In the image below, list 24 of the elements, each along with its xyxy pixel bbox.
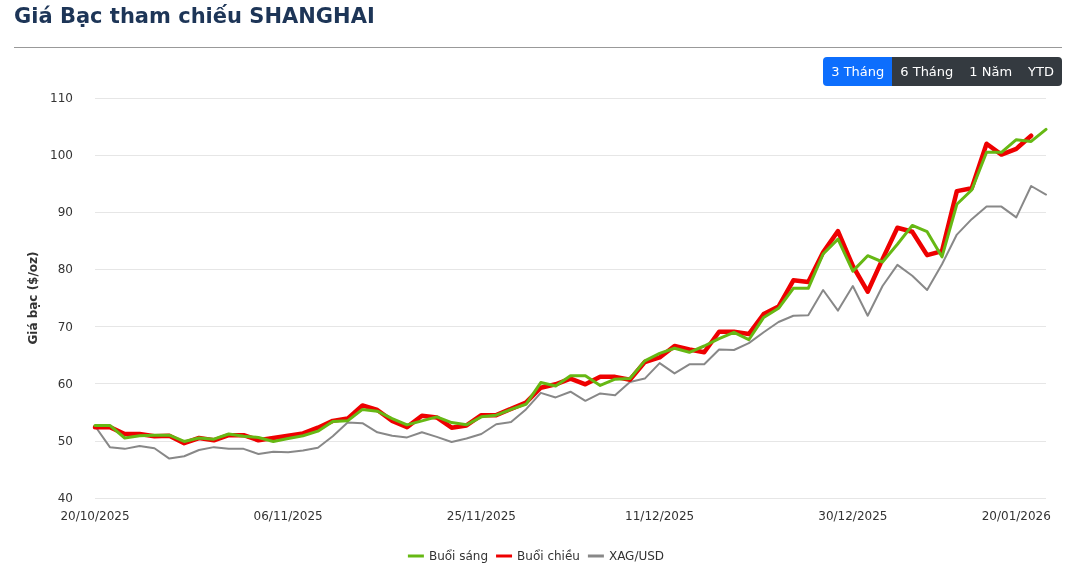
chart-title: Giá Bạc tham chiếu SHANGHAI <box>14 4 375 28</box>
x-tick-label: 20/10/2025 <box>60 509 130 523</box>
x-tick-label: 30/12/2025 <box>818 509 888 523</box>
y-tick-label: 50 <box>57 433 73 448</box>
y-tick-label: 60 <box>57 376 73 391</box>
text: 3 Tháng <box>823 57 893 86</box>
text: YTD <box>1020 57 1062 86</box>
line-series <box>94 185 1047 460</box>
x-tick-label: 06/11/2025 <box>253 509 323 523</box>
y-tick-label: 110 <box>50 91 73 105</box>
y-tick-label: 100 <box>50 148 73 163</box>
y-axis-title: Giá bạc ($/oz) <box>26 251 41 345</box>
legend-label: Buổi sáng <box>428 549 489 563</box>
x-tick-label: 20/01/2026 <box>981 509 1051 523</box>
text: 6 Tháng <box>892 57 962 86</box>
x-tick-label: 11/12/2025 <box>625 509 695 523</box>
text: 1 Năm <box>961 57 1021 86</box>
legend-label: Buổi chiều <box>517 549 580 563</box>
x-tick-label: 25/11/2025 <box>446 509 516 523</box>
y-tick-label: 70 <box>57 319 73 334</box>
y-tick-label: 90 <box>57 205 73 220</box>
legend-label: XAG/USD <box>608 549 665 563</box>
y-tick-label: 80 <box>57 262 73 277</box>
y-tick-label: 40 <box>57 491 73 505</box>
